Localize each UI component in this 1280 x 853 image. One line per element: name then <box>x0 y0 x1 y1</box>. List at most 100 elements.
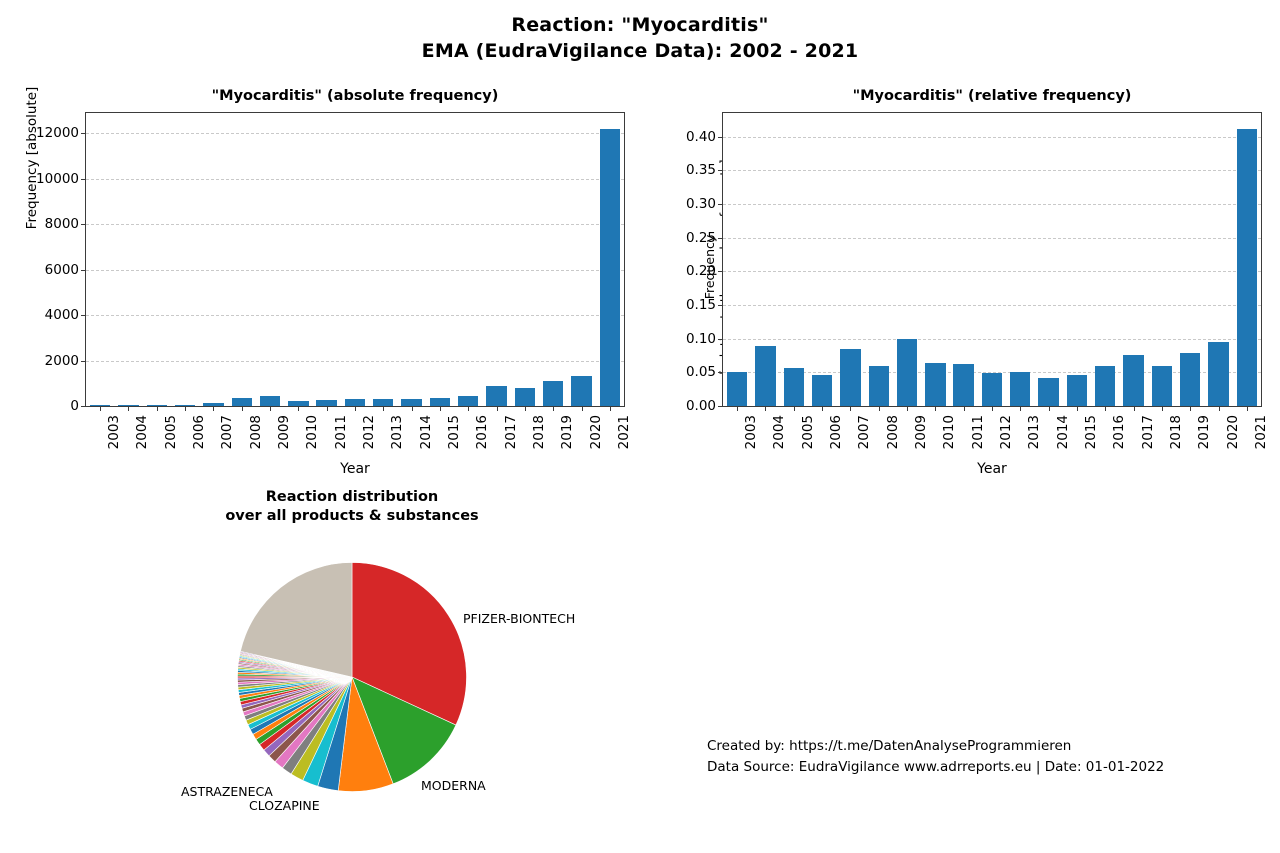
absolute-y-tickmark <box>81 224 86 226</box>
absolute-x-tickmark <box>100 406 102 411</box>
bar-2014 <box>1038 378 1059 406</box>
relative-x-tick-label: 2007 <box>856 415 873 450</box>
relative-x-tick-label: 2016 <box>1111 415 1128 450</box>
absolute-y-tickmark <box>81 269 86 271</box>
relative-x-tick-label: 2021 <box>1252 415 1269 450</box>
pie-title-line-2: over all products & substances <box>225 508 479 524</box>
relative-x-tick-label: 2012 <box>998 415 1014 450</box>
bar-2007 <box>203 402 224 406</box>
absolute-x-tick-label: 2003 <box>106 415 123 450</box>
relative-y-tick-label: 0.10 <box>685 330 716 347</box>
absolute-x-tickmark <box>355 406 356 411</box>
relative-gridline <box>723 203 1261 205</box>
pie-title-line-1: Reaction distribution <box>265 489 439 505</box>
pie-slice-pfizer-biontech <box>351 562 467 726</box>
absolute-gridline <box>86 133 624 135</box>
absolute-x-tickmark <box>298 406 300 411</box>
absolute-x-tick-label: 2010 <box>304 415 321 450</box>
absolute-x-tickmark <box>609 406 611 411</box>
relative-x-tick-label: 2019 <box>1196 415 1213 450</box>
absolute-chart-ylabel: Frequency [absolute] <box>24 86 40 230</box>
relative-x-tick-label: 2014 <box>1054 415 1071 450</box>
absolute-x-tickmark <box>553 406 555 411</box>
bar-2019 <box>1180 353 1201 406</box>
pie-label-astrazeneca: ASTRAZENECA <box>181 784 273 799</box>
relative-x-tickmark <box>1105 406 1107 411</box>
absolute-gridline <box>86 269 624 271</box>
absolute-x-tickmark <box>185 406 187 411</box>
relative-y-tick-label: 0.05 <box>685 364 716 381</box>
bar-2005 <box>783 367 804 406</box>
bar-2021 <box>1236 128 1258 406</box>
absolute-frequency-plot: Year 0 2000 4000 6000 8000 10000 12000 2003 2004… <box>36 112 632 477</box>
absolute-y-tickmark <box>81 406 86 407</box>
bar-2016 <box>1095 366 1116 406</box>
bar-2013 <box>373 398 394 406</box>
relative-chart-xlabel: Year <box>977 461 1007 477</box>
absolute-y-tick-label: 2000 <box>44 352 79 369</box>
absolute-y-tickmark <box>81 133 86 135</box>
relative-y-tickmark <box>718 372 723 374</box>
absolute-x-tickmark <box>213 406 215 411</box>
relative-frequency-plot: Year 0.00 0.05 0.10 0.15 0.20 0.25 0.30 0.35 0.4… <box>686 112 1269 477</box>
pie-slice-50 <box>240 562 353 678</box>
bar-2014 <box>401 398 422 406</box>
relative-x-tick-label: 2017 <box>1139 415 1156 450</box>
absolute-x-tickmark <box>496 406 498 411</box>
bar-2018 <box>1151 365 1173 406</box>
absolute-chart-title: "Myocarditis" (absolute frequency) <box>211 88 499 104</box>
pie-slice-moderna <box>351 676 457 785</box>
relative-y-tickmark <box>718 136 723 138</box>
absolute-x-tickmark <box>411 406 413 411</box>
suptitle-line-1: Reaction: "Myocarditis" <box>511 14 769 36</box>
absolute-y-tick-label: 6000 <box>44 261 79 278</box>
bar-2011 <box>316 399 337 406</box>
relative-x-tick-label: 2020 <box>1224 415 1241 450</box>
absolute-y-tick-label: 10000 <box>36 170 79 187</box>
relative-x-tick-label: 2003 <box>743 415 760 450</box>
relative-y-tickmark <box>718 338 723 340</box>
bar-2018 <box>514 388 536 406</box>
relative-y-tickmark <box>718 406 723 407</box>
absolute-x-tickmark <box>468 406 470 411</box>
bar-2004 <box>118 404 139 406</box>
relative-y-tickmark <box>718 237 723 239</box>
relative-x-tick-label: 2011 <box>969 415 986 450</box>
relative-gridline <box>723 372 1261 374</box>
absolute-x-tick-label: 2017 <box>502 415 519 450</box>
absolute-x-tick-label: 2004 <box>134 415 151 450</box>
absolute-y-tick-label: 0 <box>70 398 79 414</box>
relative-y-tick-label: 0.15 <box>685 296 716 313</box>
relative-x-tick-label: 2013 <box>1026 415 1043 450</box>
bar-2010 <box>288 401 309 406</box>
bar-2020 <box>1208 342 1229 406</box>
relative-y-tickmark <box>718 271 723 273</box>
relative-x-tick-label: 2005 <box>799 415 816 450</box>
absolute-x-tickmark <box>241 406 243 411</box>
bar-2004 <box>755 346 776 406</box>
footer-data-source: Data Source: EudraVigilance www.adrrepor… <box>707 759 1165 775</box>
footer-created-by: Created by: https://t.me/DatenAnalysePro… <box>707 738 1072 754</box>
relative-y-tick-label: 0.40 <box>685 128 716 145</box>
absolute-y-tick-label: 4000 <box>44 307 79 324</box>
relative-x-tickmark <box>1246 406 1248 411</box>
relative-y-tickmark <box>718 304 723 306</box>
absolute-chart-xlabel: Year <box>340 461 370 477</box>
bar-2019 <box>543 381 564 406</box>
relative-x-tick-label: 2018 <box>1167 415 1184 450</box>
relative-y-tick-label: 0.20 <box>685 263 716 280</box>
pie-chart-title: Reaction distribution over all products … <box>172 488 532 526</box>
absolute-y-tickmark <box>81 315 86 317</box>
absolute-x-tickmark <box>270 406 272 411</box>
absolute-x-tickmark <box>128 406 130 411</box>
absolute-y-tick-label: 8000 <box>44 216 79 233</box>
relative-x-tickmark <box>992 406 993 411</box>
bar-2006 <box>811 375 833 406</box>
absolute-x-tick-label: 2021 <box>615 415 632 450</box>
figure-suptitle: Reaction: "Myocarditis" EMA (EudraVigila… <box>0 12 1280 64</box>
relative-y-tick-label: 0.00 <box>685 398 716 414</box>
absolute-x-tick-label: 2008 <box>247 415 264 450</box>
absolute-x-tick-label: 2018 <box>530 415 547 450</box>
absolute-gridline <box>86 178 624 180</box>
